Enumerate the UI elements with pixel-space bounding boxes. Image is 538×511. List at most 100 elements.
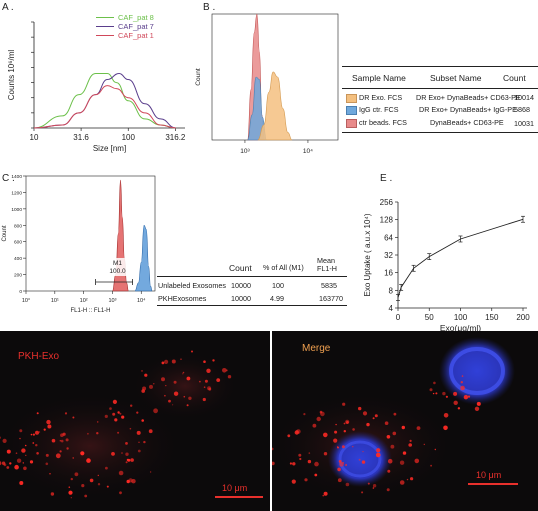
- punctum: [345, 464, 347, 466]
- table-cell-subset: DR Exo+ DynaBeads+ IgG-PE: [419, 105, 517, 114]
- punctum: [387, 469, 391, 473]
- punctum: [222, 368, 227, 373]
- table-cell-subset: DR Exo+ DynaBeads+ CD63-PE: [416, 93, 521, 102]
- punctum: [337, 478, 342, 483]
- y-tick-label: 64: [384, 233, 393, 242]
- punctum: [390, 444, 395, 449]
- punctum: [36, 412, 39, 415]
- x-tick-label: 100: [454, 313, 468, 322]
- punctum: [0, 461, 2, 466]
- punctum: [342, 462, 344, 464]
- punctum: [15, 452, 18, 454]
- punctum: [64, 412, 68, 415]
- punctum: [59, 439, 62, 442]
- y-tick-label: 32: [384, 251, 393, 260]
- punctum: [141, 370, 143, 372]
- x-axis-label: FL1-H :: FL1-H: [70, 308, 110, 314]
- punctum: [141, 389, 145, 393]
- punctum: [406, 478, 409, 481]
- y-axis-label: Count: [2, 225, 8, 241]
- punctum: [453, 391, 458, 396]
- punctum: [323, 452, 328, 456]
- histogram-area: [247, 76, 267, 141]
- punctum: [126, 458, 130, 462]
- punctum: [141, 419, 144, 422]
- table-rule: [157, 305, 347, 306]
- punctum: [386, 435, 391, 439]
- punctum: [366, 422, 370, 427]
- punctum: [358, 406, 362, 411]
- punctum: [304, 478, 308, 482]
- legend-item-pat7: CAF_pat 7: [96, 22, 154, 31]
- punctum: [0, 436, 1, 439]
- punctum: [376, 448, 381, 453]
- punctum: [227, 375, 232, 379]
- punctum: [104, 414, 108, 418]
- panel-b-table: Sample Name Subset Name Count DR Exo. FC…: [342, 66, 538, 136]
- punctum: [430, 464, 432, 467]
- punctum: [125, 452, 129, 456]
- plot-frame: [25, 175, 156, 292]
- y-tick-label: 1200: [11, 190, 22, 196]
- punctum: [375, 452, 381, 458]
- x-tick-label: 10°: [22, 298, 30, 304]
- x-tick-label: 10³: [240, 148, 250, 155]
- punctum: [97, 474, 100, 477]
- x-tick-label: 10²: [80, 298, 88, 304]
- table-cell-count: 10000: [231, 281, 251, 290]
- punctum: [188, 396, 192, 400]
- punctum: [121, 415, 125, 419]
- punctum: [337, 467, 341, 472]
- punctum: [118, 470, 124, 476]
- punctum: [443, 413, 449, 418]
- punctum: [352, 446, 354, 448]
- table-swatch: [346, 106, 357, 115]
- punctum: [23, 466, 27, 471]
- series-line: [33, 72, 176, 129]
- x-tick-label: 150: [485, 313, 499, 322]
- punctum: [333, 438, 338, 443]
- punctum: [119, 412, 122, 415]
- punctum: [410, 477, 414, 481]
- table-cell-sample: IgG ctr. FCS: [359, 105, 399, 114]
- table-rule: [342, 132, 538, 133]
- punctum: [125, 461, 128, 464]
- y-tick-label: 1000: [11, 207, 22, 213]
- table-cell-mean: 163770: [319, 294, 343, 303]
- punctum: [16, 458, 22, 463]
- punctum: [319, 410, 323, 414]
- table-header-mean: Mean FL1-H: [317, 256, 337, 273]
- marker-value: 100.0: [109, 268, 126, 275]
- panel-b-chart: 10³ 10⁴ Count: [195, 13, 339, 155]
- punctum: [182, 373, 184, 375]
- punctum: [114, 418, 118, 422]
- legend-item-pat8: CAF_pat 8: [96, 13, 154, 22]
- punctum: [24, 444, 27, 447]
- scalebar-right-label: 10 μm: [476, 470, 502, 480]
- punctum: [476, 401, 481, 406]
- table-header-sample: Sample Name: [352, 73, 406, 83]
- punctum: [144, 373, 148, 377]
- punctum: [130, 458, 134, 462]
- punctum: [322, 495, 324, 497]
- punctum: [323, 491, 328, 496]
- punctum: [149, 384, 153, 389]
- punctum: [173, 391, 179, 396]
- punctum: [372, 417, 375, 420]
- punctum: [294, 430, 299, 435]
- y-axis-label: Count: [195, 68, 202, 86]
- punctum: [191, 350, 193, 353]
- x-tick-label: 10³: [108, 298, 116, 304]
- punctum: [25, 454, 27, 456]
- punctum: [341, 445, 345, 449]
- marker-label: M1: [113, 260, 122, 267]
- panel-e-chart: 4 8 16 32 64 128 256 0 50 100 150 200 Exo(μg/ml) Exo …: [363, 198, 530, 332]
- punctum: [314, 473, 318, 477]
- legend-label: CAF_pat 7: [118, 22, 154, 31]
- punctum: [168, 399, 171, 403]
- punctum: [361, 460, 366, 464]
- punctum: [97, 483, 101, 486]
- table-cell-count: 10000: [231, 294, 251, 303]
- x-tick-label: 100: [122, 133, 136, 142]
- table-cell-mean: 5835: [321, 281, 337, 290]
